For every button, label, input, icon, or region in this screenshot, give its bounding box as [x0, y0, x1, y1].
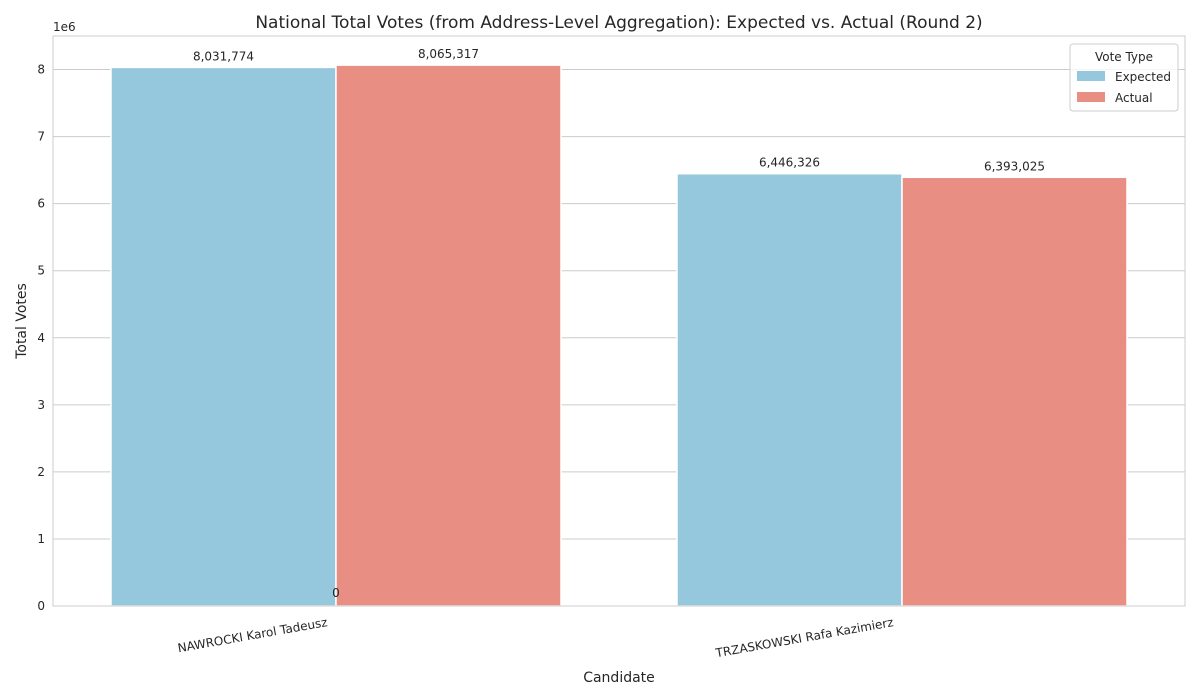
chart-title: National Total Votes (from Address-Level…: [255, 13, 982, 33]
legend-entry-actual: Actual: [1115, 91, 1153, 105]
y-tick-label: 3: [37, 398, 45, 412]
data-label-expected-nawrocki-karol-tadeusz: 8,031,774: [193, 49, 254, 63]
y-tick-label: 1: [37, 532, 45, 546]
bars: [110, 64, 1128, 607]
y-tick-label: 2: [37, 465, 45, 479]
plot-frame: [52, 35, 1186, 607]
legend: Vote Type Expected Actual: [1069, 43, 1179, 112]
y-tick-label: 8: [37, 63, 45, 77]
y-tick-label: 7: [37, 130, 45, 144]
bar-expected-nawrocki-karol-tadeusz: [110, 66, 337, 607]
x-axis-ticks: NAWROCKI Karol Tadeusz TRZASKOWSKI Rafa K…: [177, 615, 895, 660]
legend-swatch-actual: [1077, 92, 1105, 102]
y-tick-label: 4: [37, 331, 45, 345]
legend-title: Vote Type: [1095, 50, 1153, 64]
x-tick-label: NAWROCKI Karol Tadeusz: [177, 615, 329, 655]
data-label-actual-trzaskowski-rafa-kazimierz: 6,393,025: [984, 159, 1045, 173]
plot-area-border: [52, 35, 1186, 607]
bar-expected-trzaskowski-rafa-kazimierz: [676, 172, 903, 607]
y-tick-label: 5: [37, 264, 45, 278]
y-tick-label: 6: [37, 197, 45, 211]
bar-actual-trzaskowski-rafa-kazimierz: [901, 176, 1128, 607]
y-tick-label: 0: [37, 599, 45, 613]
x-tick-label: TRZASKOWSKI Rafa Kazimierz: [714, 615, 895, 660]
data-labels: 8,031,774 8,065,317 6,446,326 6,393,025 0: [193, 47, 1045, 600]
data-label-zero: 0: [332, 586, 340, 600]
y-axis-offset-text: 1e6: [53, 20, 76, 34]
legend-entry-expected: Expected: [1115, 70, 1171, 84]
x-axis-label: Candidate: [583, 670, 655, 686]
data-label-expected-trzaskowski-rafa-kazimierz: 6,446,326: [759, 156, 820, 170]
bar-actual-nawrocki-karol-tadeusz: [335, 64, 562, 607]
y-axis-label: Total Votes: [14, 283, 30, 360]
legend-swatch-expected: [1077, 71, 1105, 81]
y-axis-ticks: 0 1 2 3 4 5 6 7 8: [37, 63, 45, 613]
data-label-actual-nawrocki-karol-tadeusz: 8,065,317: [418, 47, 479, 61]
